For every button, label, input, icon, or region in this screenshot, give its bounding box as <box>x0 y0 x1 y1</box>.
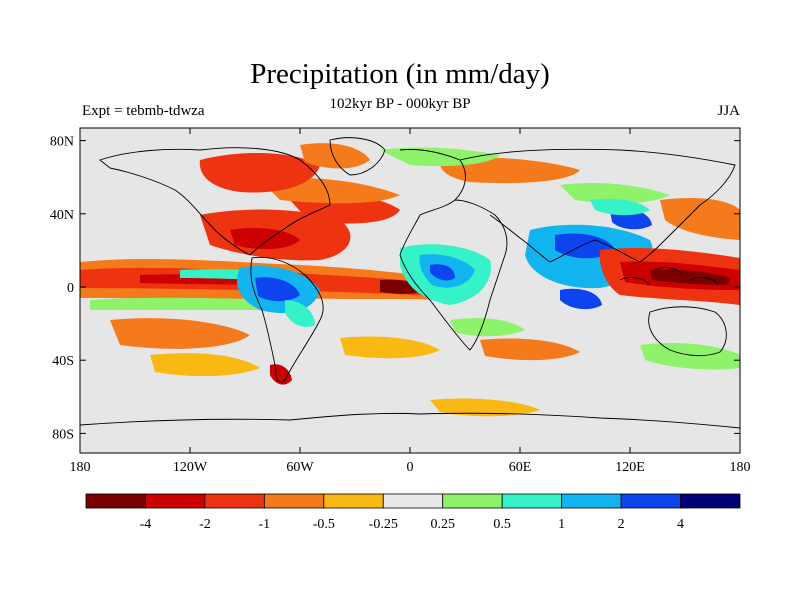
lon-tick-label: 60W <box>286 460 314 475</box>
coast-north-america <box>99 147 331 256</box>
anomaly-wet-amazon-cyan <box>285 300 315 327</box>
anomaly-dry-south-pacific-yellow <box>150 353 260 377</box>
colorbar-label: -1 <box>259 517 271 532</box>
colorbar-swatch <box>561 493 622 509</box>
latitude-axis: 80N 40N 0 40S 80S <box>50 135 740 442</box>
experiment-label: Expt = tebmb-tdwza <box>82 103 205 119</box>
colorbar-swatch <box>501 493 563 509</box>
lon-tick-label: 180 <box>730 460 751 475</box>
anomaly-wet-central-asia <box>590 198 650 216</box>
anomaly-dry-greenland <box>300 143 370 169</box>
longitude-axis: 180 120W 60W 0 60E 120E 180 <box>70 128 751 475</box>
colorbar-swatch <box>382 493 444 509</box>
season-label: JJA <box>717 103 740 119</box>
lat-tick-label: 40N <box>50 208 74 223</box>
anomaly-dry-north-pacific-west <box>660 198 740 240</box>
coast-antarctica <box>79 412 741 429</box>
anomaly-very-dry-caribbean <box>230 228 300 250</box>
anomaly-wet-pacific-south <box>90 297 280 310</box>
colorbar-swatch <box>680 493 741 509</box>
lon-tick-label: 120W <box>173 460 208 475</box>
anomaly-extreme-dry-maritime <box>650 269 730 285</box>
lon-tick-label: 120E <box>615 460 645 475</box>
lat-tick-label: 80N <box>50 135 74 150</box>
anomaly-dry-southern-ocean <box>430 398 540 417</box>
colorbar-swatch <box>145 493 206 509</box>
colorbar-label: -2 <box>199 517 211 532</box>
anomaly-wet-south-indian <box>450 318 525 337</box>
lat-tick-label: 0 <box>67 281 74 296</box>
anomaly-very-wet-south-america <box>255 277 300 302</box>
colorbar-swatch <box>85 493 146 509</box>
anomaly-wet-south-pacific-east <box>640 343 740 370</box>
colorbar-label: -0.5 <box>313 517 335 532</box>
lat-tick-label: 80S <box>52 427 74 442</box>
colorbar-swatch <box>263 493 325 509</box>
map-title: Precipitation (in mm/day) <box>250 58 550 90</box>
colorbar-swatch <box>620 493 681 509</box>
lon-tick-label: 60E <box>509 460 532 475</box>
anomaly-dry-south-atlantic <box>340 336 440 359</box>
coast-indonesia <box>619 267 719 286</box>
colorbar-label: -4 <box>140 517 152 532</box>
colorbar-swatch <box>442 493 503 509</box>
colorbar-label: -0.25 <box>369 517 398 532</box>
coast-australia <box>648 306 727 357</box>
anomaly-deep-wet-africa <box>430 264 455 281</box>
coast-south-america <box>250 256 324 383</box>
colorbar-swatch <box>323 493 384 509</box>
anomaly-wet-asia-mid <box>560 183 670 204</box>
anomaly-dry-south-pacific <box>110 318 250 349</box>
lon-tick-label: 180 <box>70 460 91 475</box>
anomaly-wet-indian-south <box>560 288 602 310</box>
colorbar-label: 0.5 <box>493 517 511 532</box>
lat-tick-label: 40S <box>52 354 74 369</box>
coast-greenland <box>329 137 386 176</box>
colorbar-label: 4 <box>677 517 684 532</box>
coast-europe-africa <box>399 149 508 351</box>
coast-asia <box>459 148 736 263</box>
anomaly-dry-south-indian <box>480 338 580 361</box>
map-subtitle: 102kyr BP - 000kyr BP <box>329 96 471 112</box>
coastlines <box>79 137 741 429</box>
anomaly-dry-eurasia-north <box>439 157 580 184</box>
colorbar: -4 -2 -1 -0.5 -0.25 0.25 0.5 1 2 4 <box>85 493 741 532</box>
anomaly-wet-eurasia <box>380 147 500 167</box>
colorbar-swatch <box>204 493 265 509</box>
colorbar-label: 0.25 <box>430 517 455 532</box>
colorbar-label: 1 <box>558 517 565 532</box>
lon-tick-label: 0 <box>407 460 414 475</box>
anomaly-dry-north-america <box>199 153 320 193</box>
colorbar-label: 2 <box>618 517 625 532</box>
